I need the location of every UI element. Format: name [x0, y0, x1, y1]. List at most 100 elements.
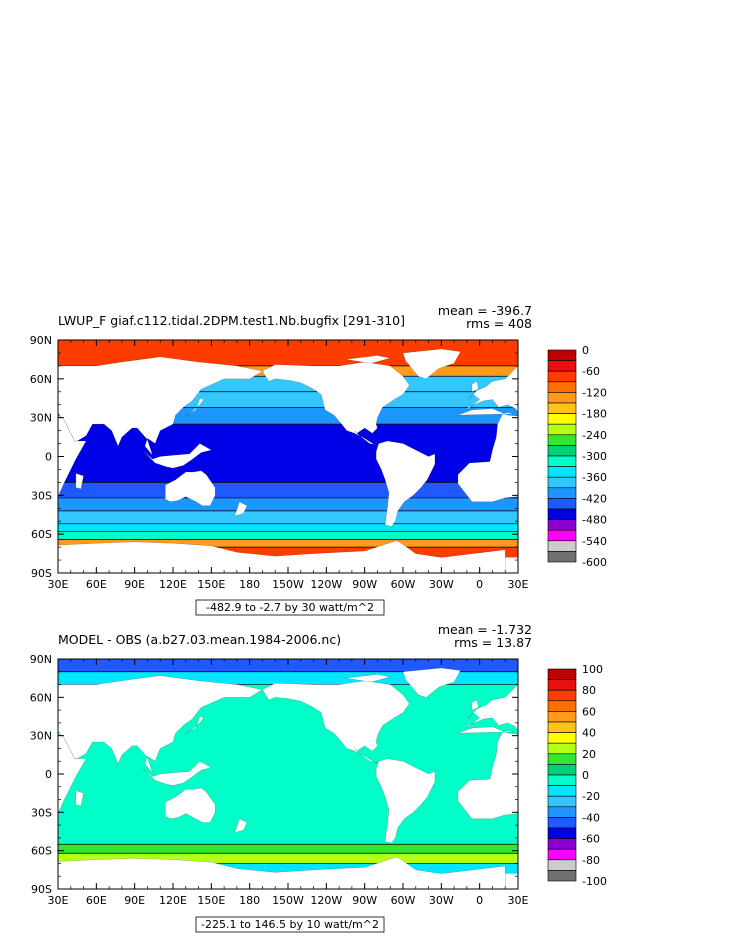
colorbar-label: -20	[582, 790, 600, 803]
colorbar-swatch	[547, 487, 577, 499]
lat-label: 0	[45, 768, 52, 781]
lon-label: 150W	[272, 578, 304, 591]
rms-stat: rms = 13.87	[454, 635, 532, 650]
colorbar: 0 -60 -120 -180 -240 -300 -360 -420 -480 -540 -600	[547, 344, 607, 569]
map-field	[58, 659, 518, 889]
lon-label: 60W	[391, 894, 416, 907]
lon-label: 30E	[48, 894, 69, 907]
lat-label: 60S	[31, 528, 52, 541]
colorbar-label: 20	[582, 748, 596, 761]
colorbar-swatch	[547, 466, 577, 478]
colorbar-label: -300	[582, 450, 607, 463]
colorbar-label: -60	[582, 365, 600, 378]
lat-label: 60N	[30, 691, 52, 704]
ocean-band	[58, 510, 518, 524]
colorbar-swatch	[547, 349, 577, 361]
colorbar-swatch	[547, 529, 577, 542]
rms-stat: rms = 408	[466, 316, 532, 331]
panel-title: MODEL - OBS (a.b27.03.mean.1984-2006.nc)	[58, 632, 341, 647]
lon-label: 120E	[159, 894, 187, 907]
lat-label: 30S	[31, 806, 52, 819]
colorbar-swatch	[547, 668, 577, 680]
mean-stat: mean = -396.7	[438, 303, 532, 318]
panel-title: LWUP_F giaf.c112.tidal.2DPM.test1.Nb.bug…	[58, 313, 405, 328]
colorbar-swatch	[547, 413, 577, 425]
lon-label: 150E	[197, 578, 225, 591]
colorbar-swatch	[547, 360, 577, 372]
colorbar-swatch	[547, 392, 577, 404]
lon-label: 150W	[272, 894, 304, 907]
colorbar-swatch	[547, 753, 577, 765]
lat-label: 60S	[31, 845, 52, 858]
colorbar-swatch	[547, 679, 577, 691]
colorbar-swatch	[547, 774, 577, 786]
lon-label: 90E	[124, 578, 145, 591]
colorbar-label: -80	[582, 854, 600, 867]
lon-label: 90W	[352, 894, 377, 907]
lat-label: 90N	[30, 334, 52, 347]
colorbar-label: 40	[582, 727, 596, 740]
lon-label: 120W	[310, 894, 342, 907]
lon-label: 60W	[391, 578, 416, 591]
colorbar-label: -100	[582, 875, 607, 888]
colorbar-swatch	[547, 423, 577, 436]
ocean-band	[58, 844, 518, 854]
ocean-band	[58, 863, 518, 874]
colorbar-swatch	[547, 827, 577, 839]
lat-label: 30N	[30, 730, 52, 743]
contour-range-label: -482.9 to -2.7 by 30 watt/m^2	[206, 601, 374, 614]
lat-label: 30N	[30, 412, 52, 425]
colorbar-swatch	[547, 817, 577, 829]
colorbar-label: -360	[582, 471, 607, 484]
ocean-band	[58, 482, 518, 498]
colorbar-label: -480	[582, 514, 607, 527]
ocean-band	[58, 523, 518, 532]
colorbar-swatch	[547, 370, 577, 383]
colorbar-label: -540	[582, 535, 607, 548]
colorbar-label: -240	[582, 429, 607, 442]
colorbar-label: 0	[582, 344, 589, 357]
colorbar-swatch	[547, 785, 577, 797]
colorbar-swatch	[547, 381, 577, 393]
colorbar-swatch	[547, 445, 577, 457]
colorbar: 100 80 60 40 20 0 -20 -40 -60 -80 -100	[547, 663, 607, 888]
lat-label: 90N	[30, 653, 52, 666]
colorbar-label: -600	[582, 556, 607, 569]
lat-label: 30S	[31, 489, 52, 502]
ocean-band	[58, 497, 518, 511]
colorbar-swatch	[547, 700, 577, 712]
lon-label: 180	[239, 894, 260, 907]
lon-label: 150E	[197, 894, 225, 907]
lon-label: 30E	[508, 894, 529, 907]
ocean-band	[58, 424, 518, 483]
colorbar-swatch	[547, 721, 577, 733]
colorbar-label: -120	[582, 386, 607, 399]
range-box	[195, 599, 385, 616]
lon-label: 120W	[310, 578, 342, 591]
colorbar-label: -180	[582, 408, 607, 421]
lon-label: 30W	[429, 578, 454, 591]
colorbar-swatch	[547, 498, 577, 510]
mean-stat: mean = -1.732	[438, 622, 532, 637]
lon-label: 0	[476, 894, 483, 907]
map-field	[58, 340, 518, 573]
colorbar-label: -60	[582, 833, 600, 846]
colorbar-swatch	[547, 402, 577, 414]
ocean-band	[58, 853, 518, 864]
lat-label: 90S	[31, 567, 52, 580]
lon-label: 60E	[86, 578, 107, 591]
colorbar-swatch	[547, 764, 577, 776]
range-box	[195, 916, 385, 933]
colorbar-swatch	[547, 859, 577, 871]
colorbar-label: 0	[582, 769, 589, 782]
colorbar-swatch	[547, 508, 577, 520]
colorbar-swatch	[547, 476, 577, 489]
ocean-band	[58, 539, 518, 548]
colorbar-swatch	[547, 848, 577, 861]
lon-label: 90E	[124, 894, 145, 907]
lon-label: 0	[476, 578, 483, 591]
lon-label: 60E	[86, 894, 107, 907]
lon-label: 180	[239, 578, 260, 591]
